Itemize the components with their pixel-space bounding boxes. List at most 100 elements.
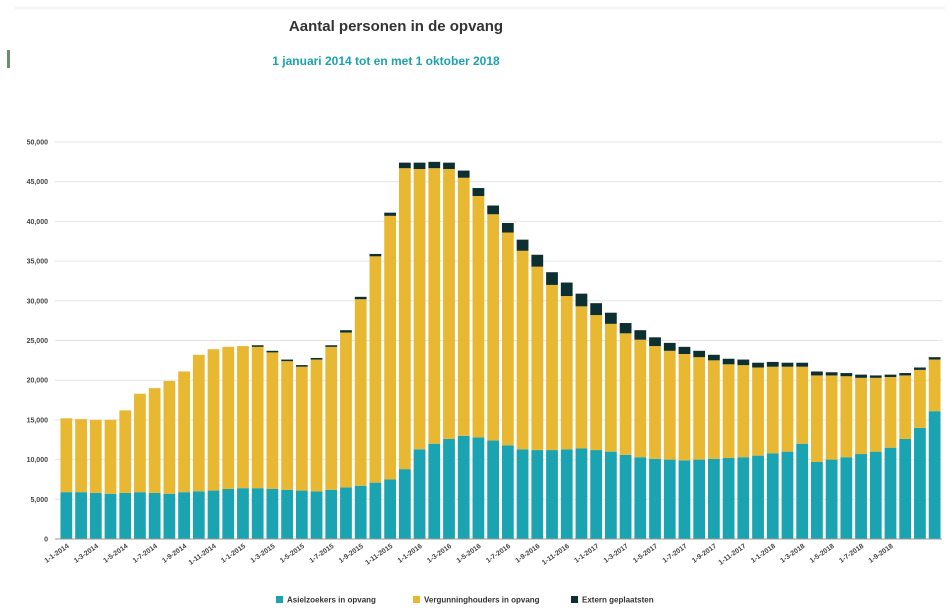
bar-segment-2	[663, 350, 676, 460]
bar-segment-1	[325, 489, 338, 539]
bar-segment-1	[752, 455, 764, 539]
bar-segment-3	[487, 205, 500, 215]
bar-segment-2	[766, 366, 779, 454]
bar-segment-1	[693, 459, 706, 539]
bar-segment-1	[722, 458, 735, 539]
bar-segment-1	[575, 448, 588, 539]
bar-segment-1	[855, 454, 867, 539]
bar-segment-2	[619, 333, 632, 455]
bar-segment-3	[428, 161, 441, 169]
bar-segment-2	[869, 377, 882, 452]
bar-segment-2	[737, 365, 750, 458]
bar-segment-2	[192, 354, 205, 492]
bar-segment-1	[766, 453, 779, 539]
bar-segment-2	[443, 169, 455, 439]
bar-segment-1	[428, 443, 441, 539]
bar-segment-1	[928, 411, 941, 539]
y-tick-label: 5,000	[30, 497, 48, 504]
bar-segment-2	[413, 169, 426, 450]
bar-segment-1	[207, 490, 220, 539]
bar-segment-2	[89, 419, 102, 493]
bar-segment-2	[722, 364, 735, 459]
bar-segment-2	[251, 346, 264, 489]
bar-segment-1	[104, 493, 117, 539]
bar-segment-1	[634, 457, 647, 539]
bar-segment-2	[811, 375, 823, 462]
bar-segment-3	[457, 170, 470, 178]
bar-segment-1	[443, 438, 455, 539]
bar-segment-1	[708, 458, 720, 539]
legend-swatch-3	[571, 596, 578, 603]
bar-segment-1	[148, 492, 161, 539]
bar-segment-3	[840, 373, 853, 377]
bar-segment-1	[75, 492, 87, 539]
bar-segment-1	[281, 489, 293, 539]
bar-segment-1	[619, 454, 632, 539]
bar-segment-2	[148, 388, 161, 493]
bar-segment-1	[251, 488, 264, 539]
bar-segment-3	[398, 162, 411, 169]
bar-segment-2	[457, 177, 470, 436]
bar-segment-3	[899, 373, 912, 376]
y-axis-ticks: 0 5,000 10,000 15,000 20,000 25,000 30,000 35,0…	[27, 140, 49, 544]
bar-segment-2	[678, 354, 691, 461]
y-tick-label: 40,000	[27, 219, 49, 226]
bar-segment-3	[531, 254, 544, 267]
bar-segment-3	[310, 357, 323, 360]
bar-segment-1	[604, 451, 617, 539]
y-tick-label: 20,000	[27, 378, 49, 385]
bar-segment-3	[325, 345, 338, 347]
bar-segment-2	[708, 360, 720, 459]
bar-segment-3	[546, 272, 558, 285]
y-tick-label: 25,000	[27, 338, 49, 345]
bar-segment-3	[604, 312, 617, 324]
bar-segment-3	[796, 362, 809, 367]
bar-segment-2	[855, 377, 867, 455]
bar-segment-1	[781, 451, 794, 539]
bar-segment-1	[649, 458, 661, 539]
bar-segment-1	[163, 493, 176, 539]
bar-segment-3	[663, 342, 676, 351]
bar-segment-3	[869, 375, 882, 378]
bar-segment-1	[384, 479, 397, 539]
bar-segment-1	[914, 427, 926, 539]
bar-segment-1	[119, 492, 132, 539]
y-tick-label: 0	[44, 537, 48, 544]
bar-segment-1	[487, 440, 500, 539]
bar-segment-2	[693, 357, 706, 460]
bar-segment-2	[340, 332, 352, 488]
bar-segment-1	[457, 435, 470, 539]
bar-segment-2	[60, 418, 73, 493]
bar-segment-2	[840, 376, 853, 458]
bar-segment-3	[590, 303, 603, 316]
bar-segment-2	[207, 349, 220, 491]
bar-segment-1	[310, 491, 323, 539]
bar-segment-2	[369, 256, 382, 483]
bar-segment-3	[766, 361, 779, 367]
bar-segment-2	[501, 232, 514, 446]
bar-segment-1	[266, 488, 279, 539]
bar-segment-3	[384, 212, 397, 216]
bar-segment-3	[914, 367, 926, 370]
bar-segment-1	[60, 492, 73, 539]
bar-segment-1	[531, 450, 544, 539]
bar-segment-3	[678, 346, 691, 354]
bar-segment-2	[354, 299, 367, 486]
legend-swatch-2	[413, 596, 420, 603]
bar-segment-3	[708, 354, 720, 361]
bar-segment-1	[899, 438, 912, 539]
bar-segment-2	[237, 346, 249, 489]
bar-segment-2	[310, 359, 323, 492]
bar-segment-3	[560, 282, 573, 297]
bar-segment-2	[281, 361, 293, 490]
bar-segment-2	[428, 168, 441, 444]
bar-segment-2	[825, 375, 838, 460]
bar-segment-3	[281, 359, 293, 362]
bar-segment-1	[546, 450, 558, 539]
bar-segment-2	[590, 315, 603, 451]
bar-segment-3	[516, 239, 529, 251]
bar-segment-2	[75, 419, 87, 493]
bar-segment-2	[178, 371, 190, 493]
bar-segment-2	[398, 168, 411, 470]
